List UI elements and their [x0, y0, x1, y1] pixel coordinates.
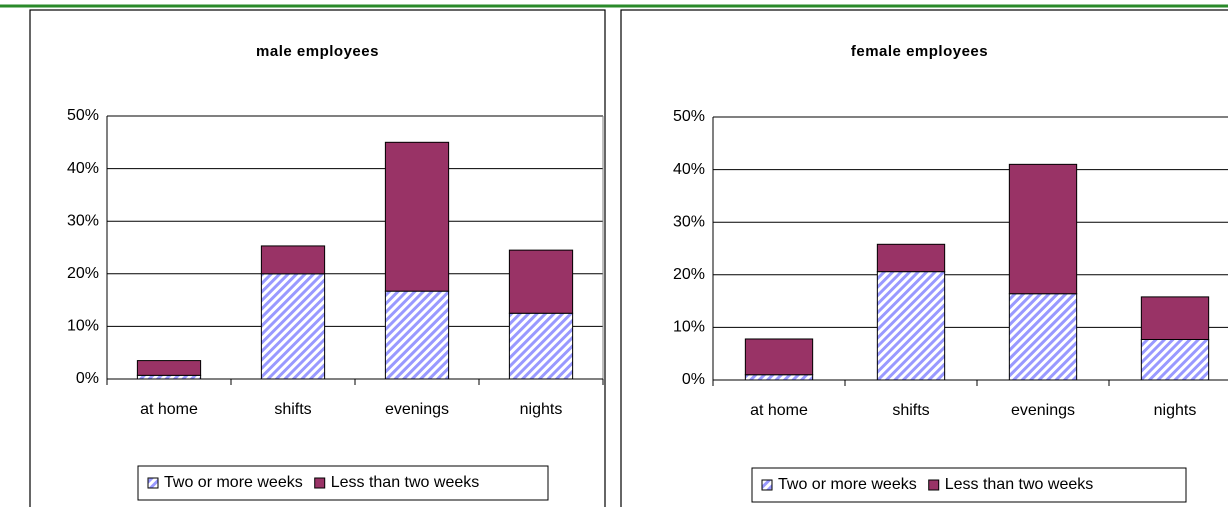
- bar-segment: [1140, 296, 1210, 340]
- y-tick-label: 30%: [673, 213, 705, 230]
- x-tick-label: evenings: [1011, 402, 1075, 419]
- chart-title: female employees: [851, 43, 988, 60]
- y-tick-label: 30%: [67, 212, 99, 229]
- y-tick-label: 0%: [682, 371, 705, 388]
- legend-swatch: [314, 477, 326, 489]
- x-tick-label: shifts: [274, 401, 311, 418]
- x-tick-label: at home: [750, 402, 808, 419]
- bar-segment: [876, 271, 946, 381]
- bar-segment: [1140, 338, 1210, 381]
- x-tick-label: shifts: [892, 402, 929, 419]
- y-tick-label: 0%: [76, 370, 99, 387]
- bar-segment: [384, 290, 450, 380]
- bar-segment: [260, 273, 326, 380]
- bar-segment: [508, 312, 574, 380]
- x-tick-label: nights: [1154, 402, 1197, 419]
- y-tick-label: 50%: [673, 108, 705, 125]
- bar-segment: [744, 338, 814, 376]
- bar-segment: [1008, 293, 1078, 381]
- bar-segment: [260, 245, 326, 275]
- chart-title: male employees: [256, 43, 379, 60]
- x-tick-label: at home: [140, 401, 198, 418]
- y-tick-label: 10%: [67, 318, 99, 335]
- y-tick-label: 20%: [67, 265, 99, 282]
- x-tick-label: evenings: [385, 401, 449, 418]
- bar-segment: [876, 243, 946, 273]
- legend-box: [751, 467, 1187, 503]
- bar-segment: [384, 141, 450, 292]
- y-tick-label: 40%: [673, 161, 705, 178]
- x-tick-label: nights: [520, 401, 563, 418]
- bar-segment: [136, 360, 202, 376]
- bar-segment: [136, 374, 202, 380]
- legend-swatch: [761, 479, 773, 491]
- legend-label: Two or more weeks: [778, 476, 917, 493]
- bar-segment: [1008, 163, 1078, 295]
- header-strip: [0, 0, 1228, 7]
- legend-swatch: [147, 477, 159, 489]
- bar-segment: [508, 249, 574, 314]
- legend-label: Less than two weeks: [331, 474, 480, 491]
- y-tick-label: 20%: [673, 266, 705, 283]
- y-tick-label: 40%: [67, 160, 99, 177]
- y-tick-label: 10%: [673, 319, 705, 336]
- bar-segment: [744, 374, 814, 381]
- legend-box: [137, 465, 549, 501]
- legend-label: Two or more weeks: [164, 474, 303, 491]
- legend-swatch: [928, 479, 940, 491]
- y-tick-label: 50%: [67, 107, 99, 124]
- legend-label: Less than two weeks: [945, 476, 1094, 493]
